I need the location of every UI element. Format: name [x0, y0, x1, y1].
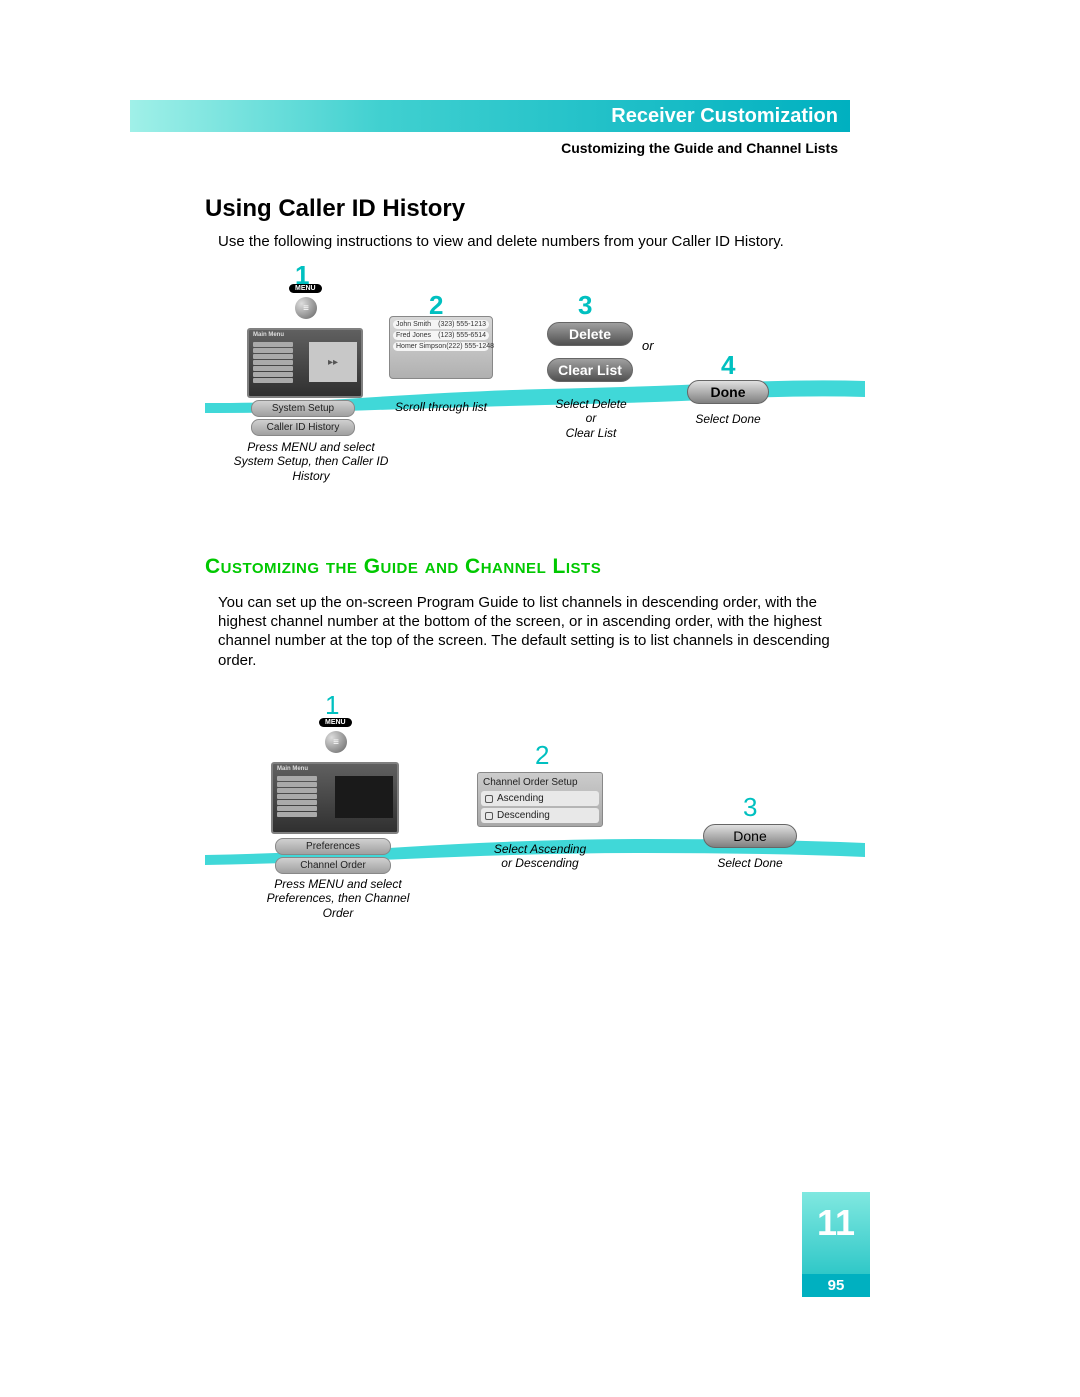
chapter-header-title: Receiver Customization: [611, 105, 838, 128]
step2-2-caption: Select Ascending or Descending: [477, 842, 603, 871]
page-tab: 11 95: [802, 1192, 870, 1297]
step2-number-3: 3: [743, 792, 757, 823]
section2-body: You can set up the on-screen Program Gui…: [218, 593, 848, 670]
menu-pill-label: MENU: [289, 284, 322, 293]
caller-id-list-box: John Smith(323) 555-1213 Fred Jones(123)…: [389, 316, 493, 379]
ascending-option[interactable]: Ascending: [481, 791, 599, 806]
menu-pill-label-2: MENU: [319, 718, 352, 727]
descending-option[interactable]: Descending: [481, 808, 599, 823]
list-item: John Smith(323) 555-1213: [393, 320, 489, 329]
step2-3-caption: Select Done: [703, 856, 797, 870]
tv-main-menu-screen-2: Main Menu: [271, 762, 399, 834]
order-box-header: Channel Order Setup: [481, 776, 599, 789]
or-label: or: [642, 338, 654, 353]
chapter-sub-header: Customizing the Guide and Channel Lists: [130, 140, 850, 156]
menu-button-icon: ≡: [295, 297, 317, 319]
step1-caption: Press MENU and select System Setup, then…: [231, 440, 391, 483]
system-setup-option: System Setup: [251, 400, 355, 417]
preferences-option: Preferences: [275, 838, 391, 855]
menu-button-icon-2: ≡: [325, 731, 347, 753]
caller-id-history-option: Caller ID History: [251, 419, 355, 436]
done-button-1[interactable]: Done: [687, 380, 769, 404]
list-item: Homer Simpson(222) 555-1248: [393, 342, 489, 351]
step2-number-1: 1: [325, 690, 339, 721]
done-button-2[interactable]: Done: [703, 824, 797, 848]
list-item: Fred Jones(123) 555-6514: [393, 331, 489, 340]
section1-body: Use the following instructions to view a…: [218, 232, 838, 252]
tv-main-menu-screen: Main Menu ▸▸: [247, 328, 363, 398]
step2-caption: Scroll through list: [383, 400, 499, 414]
step4-caption: Select Done: [683, 412, 773, 426]
step2-number-2: 2: [535, 740, 549, 771]
radio-icon: [485, 812, 493, 820]
channel-order-option: Channel Order: [275, 857, 391, 874]
radio-icon: [485, 795, 493, 803]
caller-id-infographic: 1 MENU ≡ Main Menu ▸▸ System Setup Calle…: [205, 260, 865, 500]
step2-1-caption: Press MENU and select Preferences, then …: [263, 877, 413, 920]
delete-button[interactable]: Delete: [547, 322, 633, 346]
step-number-4: 4: [721, 350, 735, 381]
section1-title: Using Caller ID History: [205, 195, 465, 223]
chapter-number: 11: [802, 1192, 870, 1274]
clear-list-button[interactable]: Clear List: [547, 358, 633, 382]
page-number: 95: [802, 1274, 870, 1297]
step3-caption: Select Delete or Clear List: [543, 397, 639, 440]
chapter-header-bar: Receiver Customization: [130, 100, 850, 132]
channel-order-infographic: 1 MENU ≡ Main Menu Preferences Channel O…: [205, 680, 865, 940]
step-number-3: 3: [578, 290, 592, 321]
channel-order-setup-box: Channel Order Setup Ascending Descending: [477, 772, 603, 827]
section2-title: Customizing the Guide and Channel Lists: [205, 555, 601, 579]
